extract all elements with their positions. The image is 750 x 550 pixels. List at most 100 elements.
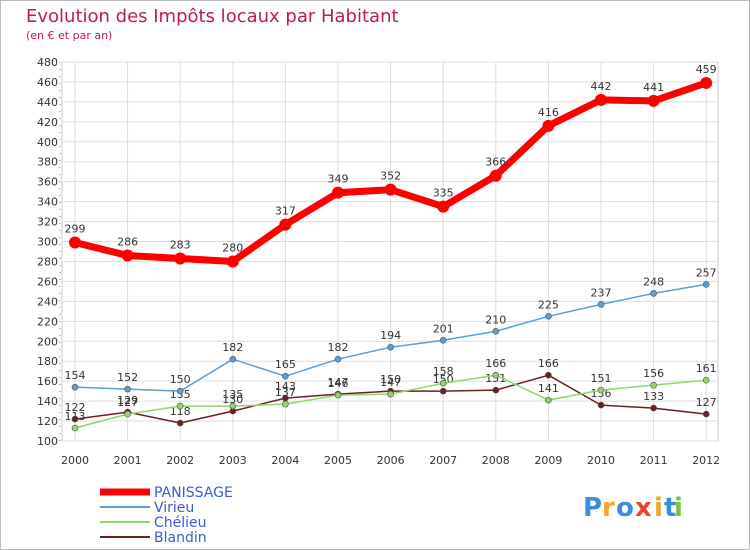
data-point <box>124 385 131 393</box>
data-point <box>176 387 184 395</box>
data-point <box>174 252 187 265</box>
data-point <box>595 93 607 106</box>
x-tick-label: 2005 <box>324 454 352 467</box>
x-tick-label: 2012 <box>692 454 720 467</box>
data-point <box>334 391 342 399</box>
data-point <box>229 355 237 363</box>
data-point <box>282 400 289 408</box>
data-point <box>650 381 657 389</box>
logo-letter: i <box>654 493 663 523</box>
legend-label: PANISSAGE <box>154 485 233 501</box>
y-tick-label: 260 <box>37 275 58 288</box>
y-tick-label: 240 <box>37 295 58 308</box>
data-point <box>387 390 394 398</box>
data-point <box>542 119 555 132</box>
data-label: 113 <box>65 410 86 423</box>
y-tick-label: 400 <box>37 136 58 149</box>
data-label: 122 <box>65 401 86 414</box>
x-tick-label: 2010 <box>587 454 615 467</box>
data-label: 154 <box>65 369 86 382</box>
data-point <box>492 386 500 394</box>
logo-letter: t <box>664 493 676 523</box>
y-tick-label: 380 <box>37 156 58 169</box>
data-point <box>226 255 239 268</box>
data-label: 286 <box>117 235 138 248</box>
x-tick-label: 2009 <box>534 454 562 467</box>
data-label: 118 <box>170 405 191 418</box>
y-tick-label: 100 <box>37 435 58 448</box>
data-label: 152 <box>117 371 138 384</box>
x-tick-label: 2008 <box>482 454 510 467</box>
data-label: 257 <box>696 266 717 279</box>
y-tick-label: 420 <box>37 116 58 129</box>
data-point <box>282 372 289 380</box>
y-tick-label: 300 <box>37 236 58 249</box>
y-tick-label: 280 <box>37 255 58 268</box>
data-point <box>545 396 552 404</box>
data-label: 442 <box>591 80 612 93</box>
x-tick-label: 2004 <box>271 454 299 467</box>
data-point <box>437 200 450 213</box>
y-tick-label: 200 <box>37 335 58 348</box>
data-point <box>279 218 292 231</box>
y-tick-label: 180 <box>37 355 58 368</box>
data-label: 182 <box>328 341 349 354</box>
data-label: 143 <box>275 380 296 393</box>
data-label: 166 <box>538 357 559 370</box>
grid <box>61 61 719 442</box>
data-label: 201 <box>433 322 454 335</box>
data-label: 335 <box>433 187 454 200</box>
data-point <box>384 183 397 196</box>
logo-letter: i <box>674 493 683 523</box>
data-point <box>332 186 344 199</box>
legend-label: Virieu <box>154 500 194 516</box>
y-tick-label: 460 <box>37 76 58 89</box>
data-label: 161 <box>696 362 717 375</box>
data-point <box>439 379 447 387</box>
data-point <box>597 301 605 308</box>
data-point <box>71 415 79 423</box>
plot-frame <box>61 61 719 442</box>
data-label: 147 <box>328 376 349 389</box>
x-tick-label: 2003 <box>219 454 247 467</box>
data-point <box>229 402 237 410</box>
data-label: 280 <box>222 241 243 254</box>
data-point <box>650 404 657 412</box>
data-label: 146 <box>328 377 349 390</box>
x-tick-label: 2001 <box>114 454 142 467</box>
data-label: 150 <box>170 373 191 386</box>
data-label: 127 <box>117 396 138 409</box>
y-tick-label: 140 <box>37 395 58 408</box>
data-label: 135 <box>222 388 243 401</box>
data-label: 237 <box>591 286 612 299</box>
data-point <box>492 371 500 379</box>
data-point <box>545 313 552 320</box>
data-point <box>71 383 79 391</box>
data-label: 129 <box>117 394 138 407</box>
data-point <box>647 94 660 107</box>
data-point <box>545 371 552 379</box>
data-label: 158 <box>433 365 454 378</box>
data-label: 459 <box>696 63 717 76</box>
data-point <box>492 327 500 335</box>
data-point <box>387 343 394 351</box>
legend-label: Blandin <box>154 530 207 546</box>
data-point <box>439 336 447 344</box>
data-point <box>597 386 605 394</box>
x-tick-label: 2006 <box>377 454 405 467</box>
x-tick-label: 2007 <box>429 454 457 467</box>
data-label: 416 <box>538 106 559 119</box>
x-tick-label: 2002 <box>166 454 194 467</box>
logo-letter: P <box>583 493 602 523</box>
data-label: 147 <box>380 376 401 389</box>
data-point <box>124 410 131 418</box>
y-tick-label: 480 <box>37 56 58 69</box>
data-label: 130 <box>222 393 243 406</box>
data-point <box>71 424 79 432</box>
axes: 100 120 140 160 180 200 220 240 260 280 300 320 340 3… <box>37 56 720 467</box>
data-point <box>334 355 342 363</box>
y-tick-label: 360 <box>37 176 58 189</box>
